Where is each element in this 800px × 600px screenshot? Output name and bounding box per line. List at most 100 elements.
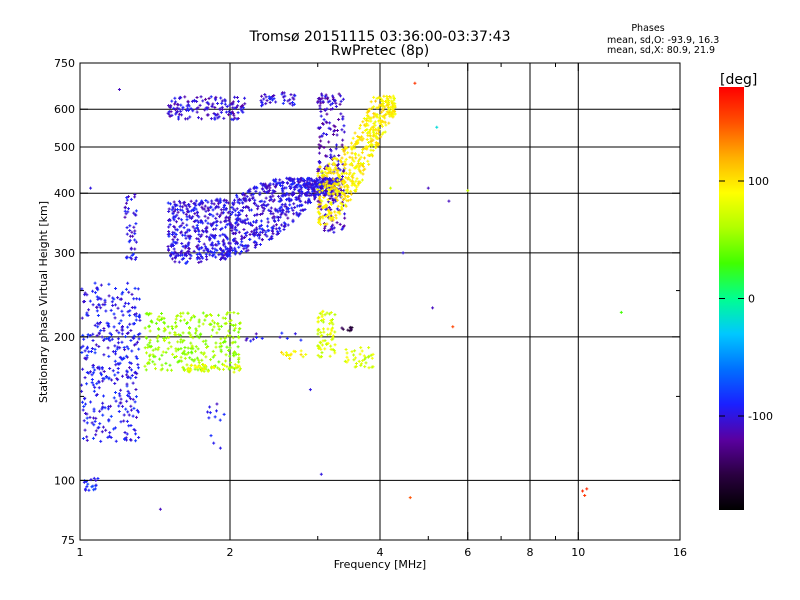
data-point bbox=[353, 184, 357, 188]
data-point bbox=[318, 175, 322, 179]
data-point bbox=[223, 102, 227, 106]
data-point bbox=[385, 94, 389, 98]
data-point bbox=[341, 198, 345, 202]
data-point bbox=[180, 113, 184, 117]
data-point bbox=[107, 325, 111, 329]
data-point bbox=[266, 220, 270, 224]
data-point bbox=[303, 200, 307, 204]
data-point bbox=[301, 177, 305, 181]
data-point bbox=[173, 231, 177, 235]
data-point bbox=[362, 156, 366, 160]
data-point bbox=[254, 241, 258, 245]
colorbar-label: [deg] bbox=[720, 72, 757, 88]
data-point bbox=[223, 204, 227, 208]
data-point bbox=[174, 347, 178, 351]
data-point bbox=[222, 205, 226, 209]
x-tick-label: 4 bbox=[377, 546, 384, 559]
data-point bbox=[355, 177, 359, 181]
data-point bbox=[189, 368, 193, 372]
data-point bbox=[91, 383, 95, 387]
data-point bbox=[229, 323, 233, 327]
data-point bbox=[324, 189, 328, 193]
data-point bbox=[237, 201, 241, 205]
data-point bbox=[226, 201, 230, 205]
data-point bbox=[95, 382, 99, 386]
data-point bbox=[175, 106, 179, 110]
data-point bbox=[320, 310, 324, 314]
data-point bbox=[319, 109, 323, 113]
data-point bbox=[183, 345, 187, 349]
data-point bbox=[115, 377, 119, 381]
data-point bbox=[384, 113, 388, 117]
data-point bbox=[262, 190, 266, 194]
data-point bbox=[328, 99, 332, 103]
data-point bbox=[102, 337, 106, 341]
data-point bbox=[125, 345, 129, 349]
data-point bbox=[340, 202, 344, 206]
y-tick-label: 300 bbox=[54, 247, 75, 260]
data-point bbox=[319, 355, 323, 359]
data-point bbox=[204, 252, 208, 256]
data-point bbox=[168, 363, 172, 367]
data-point bbox=[124, 287, 128, 291]
data-point bbox=[148, 344, 152, 348]
data-point bbox=[173, 260, 177, 264]
data-point bbox=[301, 208, 305, 212]
data-point bbox=[191, 336, 195, 340]
data-point bbox=[162, 329, 166, 333]
data-point bbox=[89, 370, 93, 374]
data-point bbox=[249, 208, 253, 212]
data-point bbox=[97, 344, 101, 348]
data-point bbox=[215, 248, 219, 252]
data-points bbox=[79, 81, 623, 511]
data-point bbox=[302, 182, 306, 186]
data-point bbox=[172, 251, 176, 255]
data-point bbox=[372, 132, 376, 136]
data-point bbox=[192, 359, 196, 363]
data-point bbox=[209, 322, 213, 326]
data-point bbox=[278, 181, 282, 185]
data-point bbox=[80, 383, 84, 387]
data-point bbox=[259, 104, 263, 108]
data-point bbox=[180, 253, 184, 257]
data-point bbox=[338, 222, 342, 226]
data-point bbox=[241, 103, 245, 107]
x-axis-label: Frequency [MHz] bbox=[334, 558, 426, 571]
data-point bbox=[188, 256, 192, 260]
data-point bbox=[169, 110, 173, 114]
data-point bbox=[328, 192, 332, 196]
data-point bbox=[272, 215, 276, 219]
data-point bbox=[151, 360, 155, 364]
data-point bbox=[260, 199, 264, 203]
data-point bbox=[205, 314, 209, 318]
data-point bbox=[120, 297, 124, 301]
data-point bbox=[330, 327, 334, 331]
data-point bbox=[329, 108, 333, 112]
data-point bbox=[214, 216, 218, 220]
data-point bbox=[328, 197, 332, 201]
data-point bbox=[297, 197, 301, 201]
data-point bbox=[344, 162, 348, 166]
data-point bbox=[185, 230, 189, 234]
data-point bbox=[130, 292, 134, 296]
data-point bbox=[317, 203, 321, 207]
data-point bbox=[329, 103, 333, 107]
data-point bbox=[225, 223, 229, 227]
data-point bbox=[349, 161, 353, 165]
data-point bbox=[130, 305, 134, 309]
data-point bbox=[333, 163, 337, 167]
data-point bbox=[324, 176, 328, 180]
data-point bbox=[113, 426, 117, 430]
data-point bbox=[189, 318, 193, 322]
data-point bbox=[220, 255, 224, 259]
data-point bbox=[327, 181, 331, 185]
data-point bbox=[371, 154, 375, 158]
data-point bbox=[289, 352, 293, 356]
stats-x-mode: mean, sd,X: 80.9, 21.9 bbox=[607, 45, 715, 56]
data-point bbox=[272, 224, 276, 228]
data-point bbox=[85, 485, 89, 489]
data-point bbox=[120, 292, 124, 296]
data-point bbox=[129, 408, 133, 412]
data-point bbox=[218, 345, 222, 349]
